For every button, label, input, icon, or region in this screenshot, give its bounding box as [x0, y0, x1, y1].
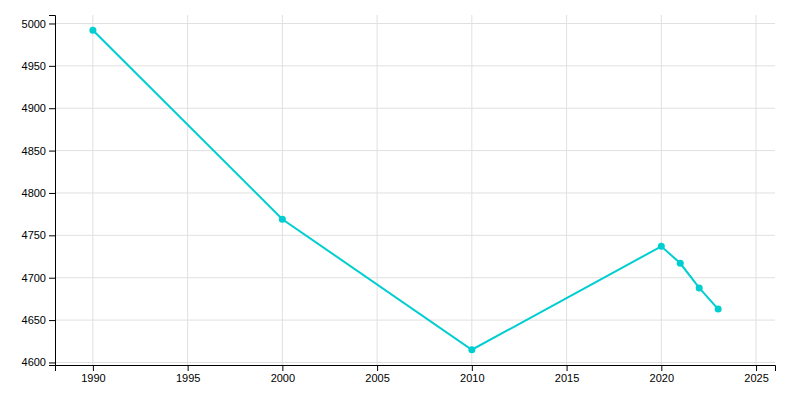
grid-line-x — [92, 15, 93, 365]
grid-line-x — [471, 15, 472, 365]
y-tick-mark — [49, 278, 55, 279]
x-tick: 2015 — [555, 365, 579, 384]
grid-line-x — [187, 15, 188, 365]
y-tick-mark — [49, 23, 55, 24]
grid-line-y — [55, 362, 775, 363]
x-tick-mark — [377, 365, 378, 371]
x-tick-mark — [472, 365, 473, 371]
y-tick-label: 4850 — [22, 145, 46, 157]
y-tick: 5000 — [22, 17, 55, 29]
y-tick: 4850 — [22, 145, 55, 157]
y-tick: 4750 — [22, 229, 55, 241]
grid-line-y — [55, 235, 775, 236]
y-tick: 4800 — [22, 187, 55, 199]
y-tick: 4700 — [22, 272, 55, 284]
y-tick: 4600 — [22, 356, 55, 368]
x-tick-mark — [282, 365, 283, 371]
y-tick-label: 4750 — [22, 229, 46, 241]
x-tick-label: 2015 — [555, 372, 579, 384]
y-tick-mark — [49, 108, 55, 109]
y-tick-label: 4650 — [22, 314, 46, 326]
marker — [279, 216, 286, 223]
y-tick-mark — [49, 320, 55, 321]
y-tick-label: 4800 — [22, 187, 46, 199]
marker — [677, 260, 684, 267]
y-tick-mark — [49, 151, 55, 152]
y-tick-mark — [49, 66, 55, 67]
x-tick: 2005 — [365, 365, 389, 384]
marker — [89, 27, 96, 34]
y-tick: 4950 — [22, 60, 55, 72]
y-axis-line — [49, 16, 56, 366]
chart: 1990 1995 2000 2005 2010 2015 2020 2025 4600 4650… — [0, 0, 800, 400]
y-tick-label: 4950 — [22, 60, 46, 72]
grid-line-y — [55, 65, 775, 66]
x-tick-label: 2005 — [365, 372, 389, 384]
grid-line-y — [55, 23, 775, 24]
x-tick: 2020 — [650, 365, 674, 384]
x-tick: 2000 — [271, 365, 295, 384]
grid-line-y — [55, 320, 775, 321]
x-tick-label: 2010 — [460, 372, 484, 384]
y-tick-mark — [49, 193, 55, 194]
x-tick-label: 2020 — [650, 372, 674, 384]
marks — [89, 27, 721, 353]
x-tick-label: 1990 — [81, 372, 105, 384]
y-tick-label: 4700 — [22, 272, 46, 284]
grid-line-y — [55, 108, 775, 109]
x-tick: 2010 — [460, 365, 484, 384]
grid-line-x — [282, 15, 283, 365]
x-tick: 2025 — [744, 365, 768, 384]
x-tick-mark — [188, 365, 189, 371]
line — [93, 30, 718, 349]
grid-line-x — [661, 15, 662, 365]
marker — [468, 346, 475, 353]
y-tick-label: 4900 — [22, 102, 46, 114]
y-tick-mark — [49, 235, 55, 236]
grid-line-x — [756, 15, 757, 365]
grid-line-y — [55, 277, 775, 278]
x-tick-mark — [661, 365, 662, 371]
y-tick: 4650 — [22, 314, 55, 326]
x-axis: 1990 1995 2000 2005 2010 2015 2020 2025 — [56, 365, 776, 384]
x-tick: 1995 — [176, 365, 200, 384]
x-tick-mark — [93, 365, 94, 371]
y-tick-label: 4600 — [22, 356, 46, 368]
y-tick-label: 5000 — [22, 17, 46, 29]
plot-area: 1990 1995 2000 2005 2010 2015 2020 2025 4600 4650… — [22, 15, 776, 384]
x-tick-mark — [756, 365, 757, 371]
x-tick-label: 2025 — [744, 372, 768, 384]
x-tick-label: 2000 — [271, 372, 295, 384]
x-tick-label: 1995 — [176, 372, 200, 384]
y-axis: 4600 4650 4700 4750 4800 4850 4900 4950 5000 — [22, 16, 56, 369]
grid-line-x — [377, 15, 378, 365]
grid-line-y — [55, 150, 775, 151]
x-tick-mark — [567, 365, 568, 371]
grid-line-x — [566, 15, 567, 365]
x-tick: 1990 — [81, 365, 105, 384]
x-axis-line — [56, 366, 776, 372]
y-tick-mark — [49, 362, 55, 363]
marker — [658, 243, 665, 250]
y-tick: 4900 — [22, 102, 55, 114]
marker — [715, 306, 722, 313]
grid-line-y — [55, 192, 775, 193]
marker — [696, 284, 703, 291]
grid — [55, 15, 775, 365]
